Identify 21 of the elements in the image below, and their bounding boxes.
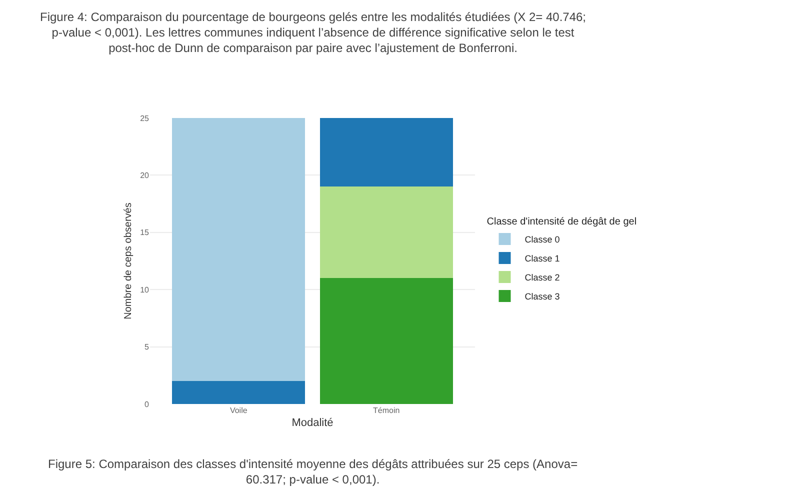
caption: Figure 4: Comparaison du pourcentage de bourgeons gelés entre les modalités étudiées (X 2= 40.746; p-value < 0,001). Les lettres communes indiquent l’absence de différence significative selon le test post-hoc de Dunn de comparaison par paire avec l’ajustement de Bonferroni. xyxy=(40,10,586,56)
legend-title: Classe d'intensité de dégât de gel xyxy=(486,216,637,228)
y-axis-title: Nombre de ceps observés xyxy=(123,202,134,320)
y-tick-label: 15 xyxy=(140,228,150,238)
legend-label: Classe 1 xyxy=(524,254,560,264)
y-tick-label: 20 xyxy=(140,171,150,180)
y-tick-label: 25 xyxy=(140,114,150,123)
bar xyxy=(320,186,453,278)
y-tick-label: 0 xyxy=(144,400,150,409)
legend-label: Classe 3 xyxy=(524,292,560,302)
caption: Figure 5: Comparaison des classes d'intensité moyenne des dégâts attribuées sur 25 ceps (Anova= 60.317; p-value < 0,001). xyxy=(48,457,578,487)
bar xyxy=(320,278,453,404)
x-tick-label: Témoin xyxy=(373,406,400,415)
bar xyxy=(320,118,453,187)
x-tick-label: Voile xyxy=(230,406,248,415)
y-tick-label: 5 xyxy=(144,342,150,352)
legend-label: Classe 2 xyxy=(524,272,560,283)
legend-label: Classe 0 xyxy=(524,234,560,245)
bar xyxy=(172,381,306,404)
x-axis-title: Modalité xyxy=(292,417,334,430)
y-tick-label: 10 xyxy=(140,285,150,294)
